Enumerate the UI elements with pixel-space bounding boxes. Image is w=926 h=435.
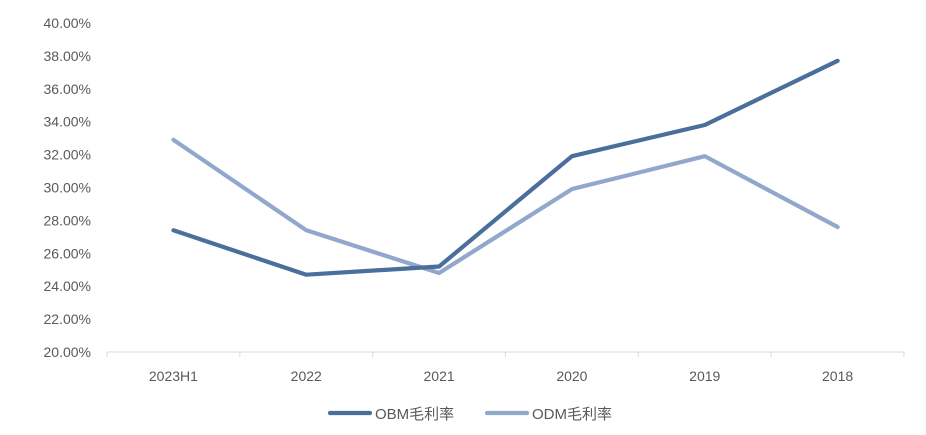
- y-tick-label: 38.00%: [44, 48, 91, 64]
- legend: OBM毛利率 ODM毛利率: [327, 406, 612, 423]
- y-tick-label: 40.00%: [44, 15, 91, 31]
- series-lines: [171, 58, 840, 277]
- y-tick-label: 30.00%: [44, 180, 91, 196]
- y-axis-tick-labels: 20.00% 22.00% 24.00% 26.00% 28.00% 30.00% 32.0…: [44, 15, 91, 360]
- series-line-1: [171, 137, 840, 276]
- y-tick-label: 20.00%: [44, 344, 91, 360]
- legend-label: ODM毛利率: [532, 406, 612, 423]
- x-tick-label: 2022: [291, 368, 322, 384]
- y-tick-label: 22.00%: [44, 311, 91, 327]
- y-tick-label: 26.00%: [44, 245, 91, 261]
- x-tick-label: 2021: [424, 368, 455, 384]
- series-line-0: [171, 58, 840, 277]
- y-tick-label: 32.00%: [44, 147, 91, 163]
- x-tick-label: 2023H1: [149, 368, 198, 384]
- y-tick-label: 34.00%: [44, 114, 91, 130]
- y-tick-label: 36.00%: [44, 81, 91, 97]
- y-tick-label: 24.00%: [44, 278, 91, 294]
- y-tick-label: 28.00%: [44, 212, 91, 228]
- x-tick-label: 2019: [689, 368, 720, 384]
- x-tick-label: 2020: [556, 368, 587, 384]
- legend-label: OBM毛利率: [375, 406, 454, 423]
- x-tick-label: 2018: [822, 368, 853, 384]
- x-axis-tick-labels: 2023H1 2022 2021 2020 2019 2018: [106, 352, 905, 384]
